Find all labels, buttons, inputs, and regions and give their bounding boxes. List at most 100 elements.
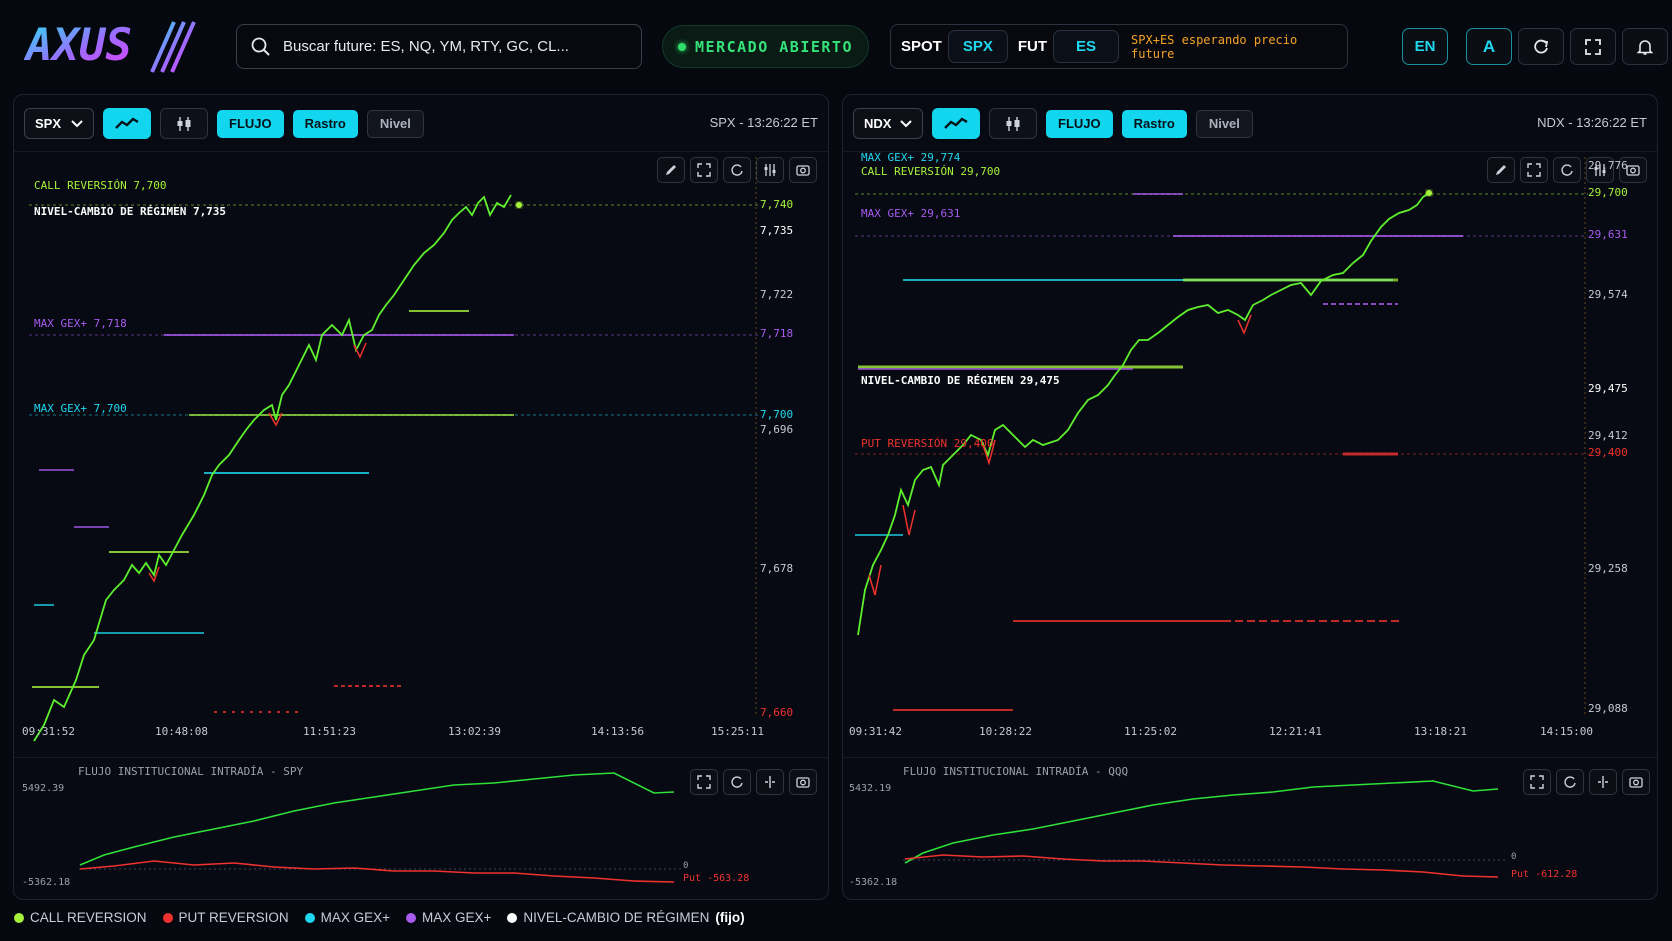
price-tick: 29,258 [1588,562,1628,575]
screenshot-button[interactable] [789,157,817,183]
expand-icon [697,775,711,789]
chart-time-label: NDX - 13:26:22 ET [1537,115,1647,130]
flow-divider [14,757,828,758]
candlestick-icon [177,116,191,131]
legend-item: MAX GEX+ [304,910,390,925]
reset-chart-button[interactable] [1553,157,1581,183]
axus-logo[interactable]: AXUS [24,14,206,76]
expand-chart-button[interactable] [690,157,718,183]
time-tick: 13:02:39 [448,725,501,738]
camera-icon [1626,165,1640,176]
price-tick: 29,700 [1588,186,1628,199]
refresh-button[interactable] [1518,28,1564,65]
search-icon [251,37,270,56]
price-tick: 7,740 [760,198,794,211]
symbol-select-value: SPX [35,116,62,131]
spot-label: SPOT [901,38,942,55]
legend-label: MAX GEX+ [421,910,492,925]
draw-tool-button[interactable] [1487,157,1515,183]
spot-value-button[interactable]: SPX [947,30,1008,63]
flow-screenshot-button[interactable] [1622,769,1650,795]
price-tick: 7,718 [760,327,794,340]
flow-reset-button[interactable] [723,769,751,795]
price-tick: 29,475 [1588,382,1628,395]
legend-dot-icon [405,912,416,923]
refresh-icon [1534,39,1549,53]
flow-tools [1523,769,1650,795]
line-chart-icon [944,116,968,129]
legend-dot-icon [507,912,518,923]
draw-tool-button[interactable] [657,157,685,183]
notifications-button[interactable] [1622,28,1668,65]
flow-expand-button[interactable] [1523,769,1551,795]
line-chart-button[interactable] [932,108,980,139]
language-button[interactable]: EN [1402,28,1448,65]
indicators-button[interactable] [1586,157,1614,183]
price-tick: 29,412 [1588,429,1628,442]
toolbar-divider [14,151,828,152]
expand-icon [697,163,711,177]
top-bar: AXUS Buscar future: ES, NQ, YM, RTY, GC,… [0,0,1672,92]
fullscreen-button[interactable] [1570,28,1616,65]
flow-split-button[interactable] [1589,769,1617,795]
legend-fixed-suffix: (fijo) [715,910,745,925]
price-tick: 29,088 [1588,702,1628,715]
flow-screenshot-button[interactable] [789,769,817,795]
flow-split-button[interactable] [756,769,784,795]
candlestick-button[interactable] [160,108,208,139]
legend-dot-icon [14,912,24,923]
flow-put-label: Put -612.28 [1511,869,1578,880]
chart-tools [657,157,817,183]
font-size-button[interactable]: A [1466,28,1512,65]
chart-time-label: SPX - 13:26:22 ET [709,115,818,130]
price-tick: 7,722 [760,288,794,301]
flow-zero-label: 0 [1511,852,1517,862]
legend-item: MAX GEX+ [405,910,492,925]
label-regime-change: NIVEL-CAMBIO DE RÉGIMEN 29,475 [861,374,1060,387]
chart-tools [1487,157,1647,183]
reset-chart-button[interactable] [723,157,751,183]
price-tick: 7,735 [760,224,794,237]
chevron-down-icon [71,119,83,127]
symbol-select[interactable]: NDX [853,108,923,139]
candlestick-button[interactable] [989,108,1037,139]
chart-toolbar: NDX FLUJO Rastro Nivel [853,108,1253,139]
sliders-icon [764,164,776,176]
chip-nivel[interactable]: Nivel [1195,109,1253,138]
line-chart-button[interactable] [103,108,151,139]
time-tick: 09:31:52 [22,725,75,738]
price-tick: 7,678 [760,562,794,575]
expand-chart-button[interactable] [1520,157,1548,183]
chip-flujo[interactable]: FLUJO [1046,109,1113,138]
search-placeholder: Buscar future: ES, NQ, YM, RTY, GC, CL..… [283,38,569,55]
flow-expand-button[interactable] [690,769,718,795]
time-tick: 11:51:23 [303,725,356,738]
flow-reset-button[interactable] [1556,769,1584,795]
time-tick: 11:25:02 [1124,725,1177,738]
chart-toolbar: SPX FLUJO Rastro Nivel [24,108,424,139]
chip-rastro[interactable]: Rastro [292,109,358,138]
bell-icon [1636,39,1654,55]
indicators-button[interactable] [756,157,784,183]
future-wait-status: SPX+ES esperando precio future [1131,32,1298,61]
status-dot-icon [678,42,687,51]
symbol-select[interactable]: SPX [24,108,94,139]
market-status-badge: MERCADO ABIERTO [662,25,869,68]
price-tick: 29,631 [1588,228,1628,241]
chip-nivel[interactable]: Nivel [366,109,424,138]
chevron-down-icon [900,119,912,127]
camera-icon [1629,777,1643,788]
flow-top-value: 5492.39 [22,783,65,794]
split-icon [765,776,775,788]
label-max-gex-cyan: MAX GEX+ 29,774 [861,151,961,164]
screenshot-button[interactable] [1619,157,1647,183]
search-input[interactable]: Buscar future: ES, NQ, YM, RTY, GC, CL..… [236,24,642,69]
label-max-gex-cyan: MAX GEX+ 7,700 [34,402,127,415]
chip-flujo[interactable]: FLUJO [217,109,284,138]
fut-value-button[interactable]: ES [1053,30,1120,63]
symbol-select-value: NDX [864,116,892,131]
flow-zero-label: 0 [683,861,689,871]
chip-rastro[interactable]: Rastro [1121,109,1187,138]
legend-item: PUT REVERSION [162,910,289,925]
price-tick: 29,400 [1588,446,1628,459]
